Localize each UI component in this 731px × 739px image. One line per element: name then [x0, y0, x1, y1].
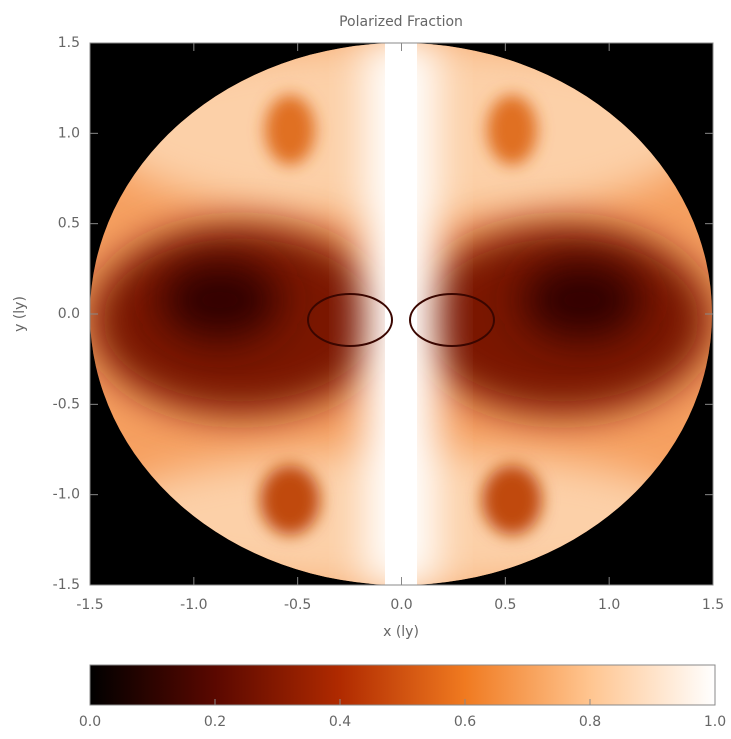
x-tick-label: 1.5	[702, 597, 724, 613]
y-tick-label: 1.5	[58, 35, 80, 51]
y-tick-label: 1.0	[58, 125, 80, 141]
chart-title: Polarized Fraction	[339, 14, 463, 30]
colorbar	[90, 665, 715, 705]
colorbar-tick-label: 1.0	[704, 714, 726, 730]
heatmap-image	[90, 40, 713, 590]
colorbar-tick-label: 0.2	[204, 714, 226, 730]
colorbar-tick-label: 0.8	[579, 714, 601, 730]
x-tick-label: 0.5	[494, 597, 516, 613]
x-tick-label: 1.0	[598, 597, 620, 613]
x-tick-label: 0.0	[390, 597, 412, 613]
y-tick-label: -0.5	[53, 396, 80, 412]
chart: Polarized Fraction x (ly) y (ly) -1.5 -1.…	[0, 0, 731, 735]
x-axis-label: x (ly)	[383, 624, 419, 640]
y-tick-label: -1.5	[53, 577, 80, 593]
colorbar-tick-label: 0.6	[454, 714, 476, 730]
x-tick-label: -1.5	[76, 597, 103, 613]
colorbar-tick-label: 0.4	[329, 714, 351, 730]
x-tick-label: -1.0	[180, 597, 207, 613]
y-tick-label: -1.0	[53, 487, 80, 503]
x-tick-label: -0.5	[284, 597, 311, 613]
y-axis-label: y (ly)	[12, 296, 28, 332]
y-tick-label: 0.0	[58, 306, 80, 322]
y-tick-label: 0.5	[58, 216, 80, 232]
colorbar-tick-label: 0.0	[79, 714, 101, 730]
